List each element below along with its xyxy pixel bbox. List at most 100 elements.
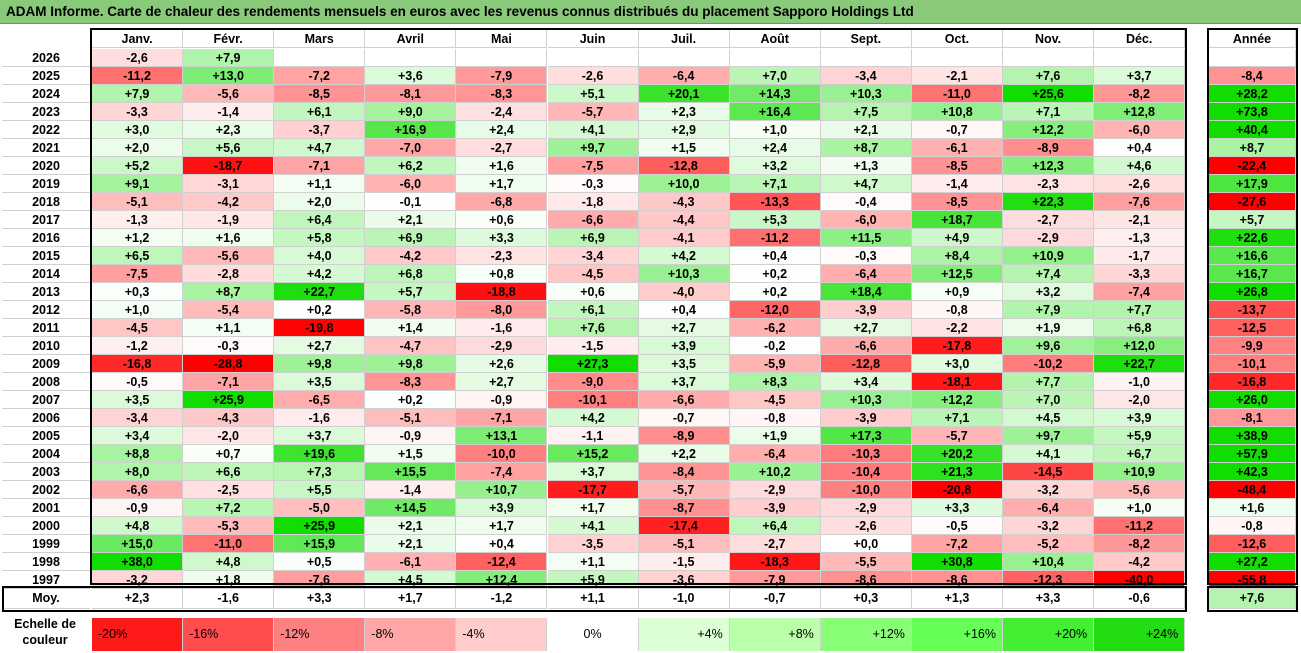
heatmap-cell: +12,3 bbox=[1003, 157, 1095, 175]
heatmap-cell bbox=[547, 49, 639, 67]
heatmap-cell: +10,4 bbox=[1003, 553, 1095, 571]
heatmap-cell: -40,0 bbox=[1094, 571, 1186, 589]
year-label: 2012 bbox=[2, 301, 90, 319]
heatmap-cell: -1,7 bbox=[1094, 247, 1186, 265]
heatmap-cell: -1,8 bbox=[547, 193, 639, 211]
annual-header: Année bbox=[1209, 30, 1296, 48]
heatmap-cell: -5,8 bbox=[365, 301, 457, 319]
heatmap-cell: +9,6 bbox=[1003, 337, 1095, 355]
heatmap-cell: +7,9 bbox=[183, 49, 275, 67]
heatmap-cell: -18,1 bbox=[911, 373, 1003, 391]
heatmap-cell: -2,9 bbox=[729, 481, 821, 499]
heatmap-cell: +0,4 bbox=[456, 535, 548, 553]
heatmap-cell: +3,7 bbox=[638, 373, 730, 391]
color-scale-swatch: +24% bbox=[1094, 618, 1186, 651]
heatmap-cell: +3,6 bbox=[365, 67, 457, 85]
heatmap-cell: +5,9 bbox=[547, 571, 639, 589]
heatmap-cell: -18,8 bbox=[456, 283, 548, 301]
annual-cell: +26,0 bbox=[1209, 391, 1296, 409]
heatmap-cell: -9,0 bbox=[547, 373, 639, 391]
heatmap-cell: +7,7 bbox=[1003, 373, 1095, 391]
heatmap-cell: -0,9 bbox=[365, 427, 457, 445]
heatmap-cell bbox=[911, 49, 1003, 67]
heatmap-cell: -5,2 bbox=[1003, 535, 1095, 553]
month-header: Févr. bbox=[183, 30, 275, 48]
heatmap-cell: -4,1 bbox=[638, 229, 730, 247]
heatmap-cell: +15,9 bbox=[274, 535, 366, 553]
heatmap-cell: -5,0 bbox=[274, 499, 366, 517]
heatmap-cell: +2,3 bbox=[638, 103, 730, 121]
color-scale-swatch: -12% bbox=[274, 618, 366, 651]
heatmap-cell: -4,5 bbox=[729, 391, 821, 409]
year-label: 2018 bbox=[2, 193, 90, 211]
heatmap-cell: +0,0 bbox=[820, 535, 912, 553]
year-label: 2005 bbox=[2, 427, 90, 445]
heatmap-cell: +30,8 bbox=[911, 553, 1003, 571]
heatmap-cell: +1,1 bbox=[547, 553, 639, 571]
heatmap-cell: -12,4 bbox=[456, 553, 548, 571]
heatmap-cell: +6,5 bbox=[92, 247, 184, 265]
heatmap-cell: +5,7 bbox=[365, 283, 457, 301]
year-label: 2008 bbox=[2, 373, 90, 391]
heatmap-cell: -7,4 bbox=[1094, 283, 1186, 301]
heatmap-cell: -7,4 bbox=[456, 463, 548, 481]
heatmap-cell bbox=[1094, 49, 1186, 67]
heatmap-cell: -8,4 bbox=[638, 463, 730, 481]
heatmap-cell: +3,4 bbox=[820, 373, 912, 391]
heatmap-cell: +2,1 bbox=[365, 517, 457, 535]
heatmap-cell: -8,7 bbox=[638, 499, 730, 517]
heatmap-cell: -2,6 bbox=[547, 67, 639, 85]
heatmap-cell: +6,4 bbox=[274, 211, 366, 229]
heatmap-cell: -7,1 bbox=[456, 409, 548, 427]
heatmap-cell: +6,8 bbox=[1094, 319, 1186, 337]
heatmap-cell: -2,3 bbox=[1003, 175, 1095, 193]
heatmap-cell: -6,5 bbox=[274, 391, 366, 409]
annual-cell: -0,8 bbox=[1209, 517, 1296, 535]
year-label: 2011 bbox=[2, 319, 90, 337]
heatmap-cell: +9,1 bbox=[92, 175, 184, 193]
heatmap-cell: +0,2 bbox=[729, 283, 821, 301]
heatmap-cell: -14,5 bbox=[1003, 463, 1095, 481]
heatmap-cell: +4,6 bbox=[1094, 157, 1186, 175]
month-header: Mai bbox=[456, 30, 548, 48]
heatmap-cell: -5,7 bbox=[638, 481, 730, 499]
heatmap-cell: +8,8 bbox=[92, 445, 184, 463]
year-label: 1998 bbox=[2, 553, 90, 571]
color-scale-swatch: +8% bbox=[729, 618, 821, 651]
heatmap-cell: -12,3 bbox=[1003, 571, 1095, 589]
heatmap-cell: -18,3 bbox=[729, 553, 821, 571]
heatmap-cell: -5,1 bbox=[638, 535, 730, 553]
year-label: 2002 bbox=[2, 481, 90, 499]
heatmap-cell: +0,9 bbox=[911, 283, 1003, 301]
heatmap-cell: +2,0 bbox=[92, 139, 184, 157]
heatmap-cell: +6,2 bbox=[365, 157, 457, 175]
heatmap-cell: -6,4 bbox=[820, 265, 912, 283]
heatmap-cell bbox=[365, 49, 457, 67]
heatmap-cell: +1,9 bbox=[729, 427, 821, 445]
heatmap-cell: +1,7 bbox=[547, 499, 639, 517]
heatmap-cell: +4,7 bbox=[274, 139, 366, 157]
year-label: 2020 bbox=[2, 157, 90, 175]
heatmap-cell: -3,2 bbox=[92, 571, 184, 589]
heatmap-cell: +10,9 bbox=[1003, 247, 1095, 265]
heatmap-cell: -7,2 bbox=[911, 535, 1003, 553]
heatmap-cell: -11,0 bbox=[911, 85, 1003, 103]
average-cell: +3,3 bbox=[274, 589, 366, 609]
heatmap-cell: -1,2 bbox=[92, 337, 184, 355]
annual-cell: -12,5 bbox=[1209, 319, 1296, 337]
heatmap-cell: -2,1 bbox=[1094, 211, 1186, 229]
heatmap-cell: +4,8 bbox=[92, 517, 184, 535]
heatmap-cell: -4,2 bbox=[183, 193, 275, 211]
heatmap-cell: +5,9 bbox=[1094, 427, 1186, 445]
heatmap-cell: -3,2 bbox=[1003, 481, 1095, 499]
heatmap-cell: -2,9 bbox=[456, 337, 548, 355]
heatmap-cell: +9,8 bbox=[274, 355, 366, 373]
annual-cell: +73,8 bbox=[1209, 103, 1296, 121]
color-scale-swatch: +4% bbox=[638, 618, 730, 651]
heatmap-cell: -3,7 bbox=[274, 121, 366, 139]
heatmap-cell: +3,5 bbox=[92, 391, 184, 409]
heatmap-cell: +5,6 bbox=[183, 139, 275, 157]
heatmap-cell: -8,3 bbox=[365, 373, 457, 391]
year-label: 2014 bbox=[2, 265, 90, 283]
heatmap-cell: +22,7 bbox=[274, 283, 366, 301]
